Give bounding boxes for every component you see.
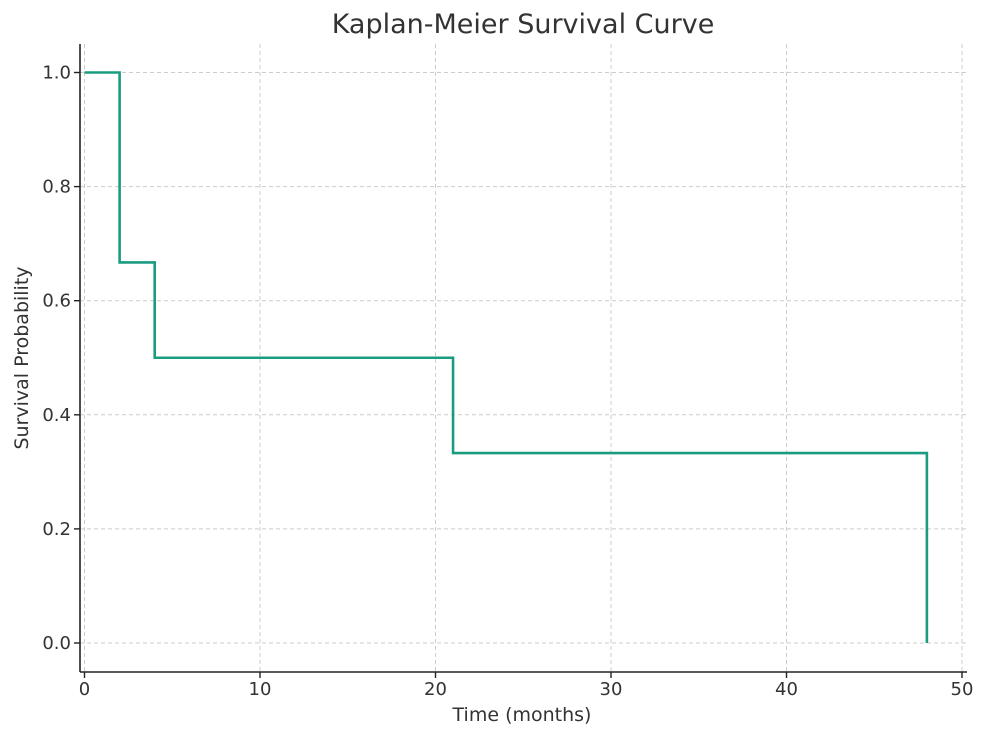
survival-step-line xyxy=(84,71,929,643)
y-tick-label: 0.6 xyxy=(42,291,71,312)
x-tick-label: 0 xyxy=(79,679,90,700)
series-group xyxy=(84,71,929,643)
x-tick-label: 30 xyxy=(600,679,623,700)
axes xyxy=(79,44,967,673)
x-axis-label: Time (months) xyxy=(452,704,592,726)
y-tick-label: 0.8 xyxy=(42,177,71,198)
y-tick-label: 0.0 xyxy=(42,633,71,654)
y-tick-label: 0.4 xyxy=(42,405,71,426)
x-ticks: 0 10 20 30 40 50 xyxy=(79,672,974,700)
y-tick-label: 0.2 xyxy=(42,519,71,540)
x-tick-label: 40 xyxy=(775,679,798,700)
grid xyxy=(80,44,967,672)
y-tick-label: 1.0 xyxy=(42,63,71,84)
chart-title: Kaplan-Meier Survival Curve xyxy=(332,9,715,40)
x-tick-label: 10 xyxy=(249,679,272,700)
y-axis-label: Survival Probability xyxy=(11,266,33,449)
x-tick-label: 50 xyxy=(951,679,974,700)
y-ticks: 0.0 0.2 0.4 0.6 0.8 1.0 xyxy=(42,63,80,654)
x-tick-label: 20 xyxy=(424,679,447,700)
